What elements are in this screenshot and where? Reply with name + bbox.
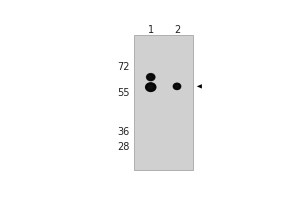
- Ellipse shape: [146, 83, 156, 92]
- Ellipse shape: [173, 83, 181, 90]
- Ellipse shape: [149, 85, 153, 89]
- Ellipse shape: [174, 84, 180, 89]
- Text: 36: 36: [117, 127, 129, 137]
- Ellipse shape: [149, 76, 152, 79]
- Ellipse shape: [173, 83, 181, 89]
- Ellipse shape: [150, 76, 152, 78]
- Ellipse shape: [176, 85, 178, 88]
- Ellipse shape: [146, 73, 156, 81]
- Text: 72: 72: [117, 62, 129, 72]
- Text: 1: 1: [148, 25, 154, 35]
- Ellipse shape: [148, 84, 154, 90]
- Ellipse shape: [148, 75, 153, 79]
- Polygon shape: [197, 84, 202, 89]
- Ellipse shape: [145, 82, 157, 92]
- Ellipse shape: [147, 74, 154, 80]
- Ellipse shape: [176, 85, 178, 87]
- Text: 2: 2: [174, 25, 180, 35]
- Ellipse shape: [176, 86, 178, 87]
- Ellipse shape: [175, 84, 179, 88]
- Ellipse shape: [172, 83, 182, 90]
- Ellipse shape: [147, 74, 155, 81]
- Ellipse shape: [147, 84, 155, 91]
- Text: 55: 55: [117, 88, 129, 98]
- Ellipse shape: [149, 76, 152, 78]
- Ellipse shape: [148, 75, 153, 79]
- Ellipse shape: [174, 84, 180, 89]
- Ellipse shape: [147, 84, 154, 90]
- Ellipse shape: [146, 83, 155, 91]
- Ellipse shape: [146, 73, 155, 81]
- Bar: [134, 35, 193, 170]
- Ellipse shape: [150, 86, 152, 88]
- Text: 28: 28: [117, 142, 129, 152]
- Ellipse shape: [148, 74, 154, 80]
- Ellipse shape: [175, 85, 179, 88]
- Ellipse shape: [148, 85, 153, 89]
- Ellipse shape: [149, 86, 152, 88]
